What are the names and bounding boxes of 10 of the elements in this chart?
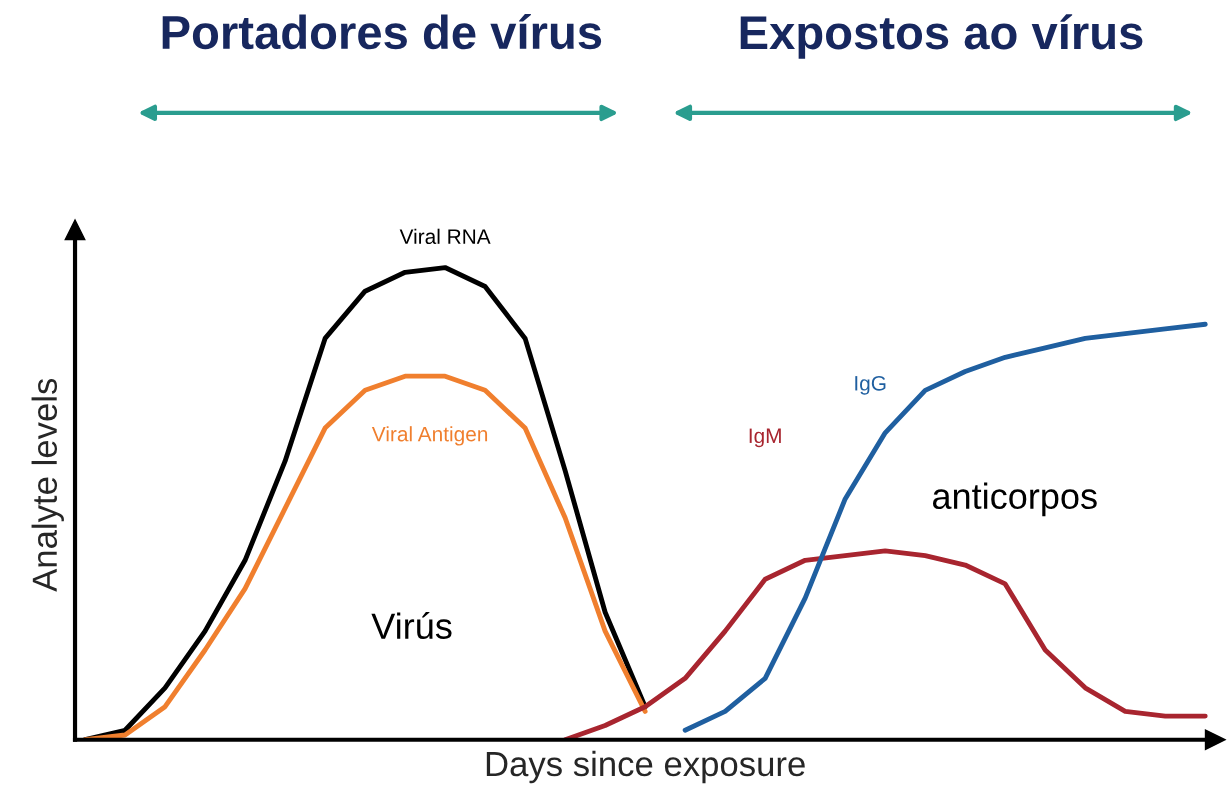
series-label: IgG	[855, 375, 886, 395]
text: Portadores de vírus	[162, 14, 602, 50]
text: Expostos ao vírus	[740, 14, 1143, 59]
series-label: Viral RNA	[399, 228, 491, 245]
annotation: Virús	[371, 612, 452, 639]
series-label: Viral Antigen	[371, 426, 488, 446]
text: IgM	[749, 428, 781, 448]
y-axis-title: Analyte levels	[31, 378, 64, 592]
x-axis-title: Days since exposure	[486, 750, 805, 784]
annotation: anticorpos	[932, 482, 1097, 517]
